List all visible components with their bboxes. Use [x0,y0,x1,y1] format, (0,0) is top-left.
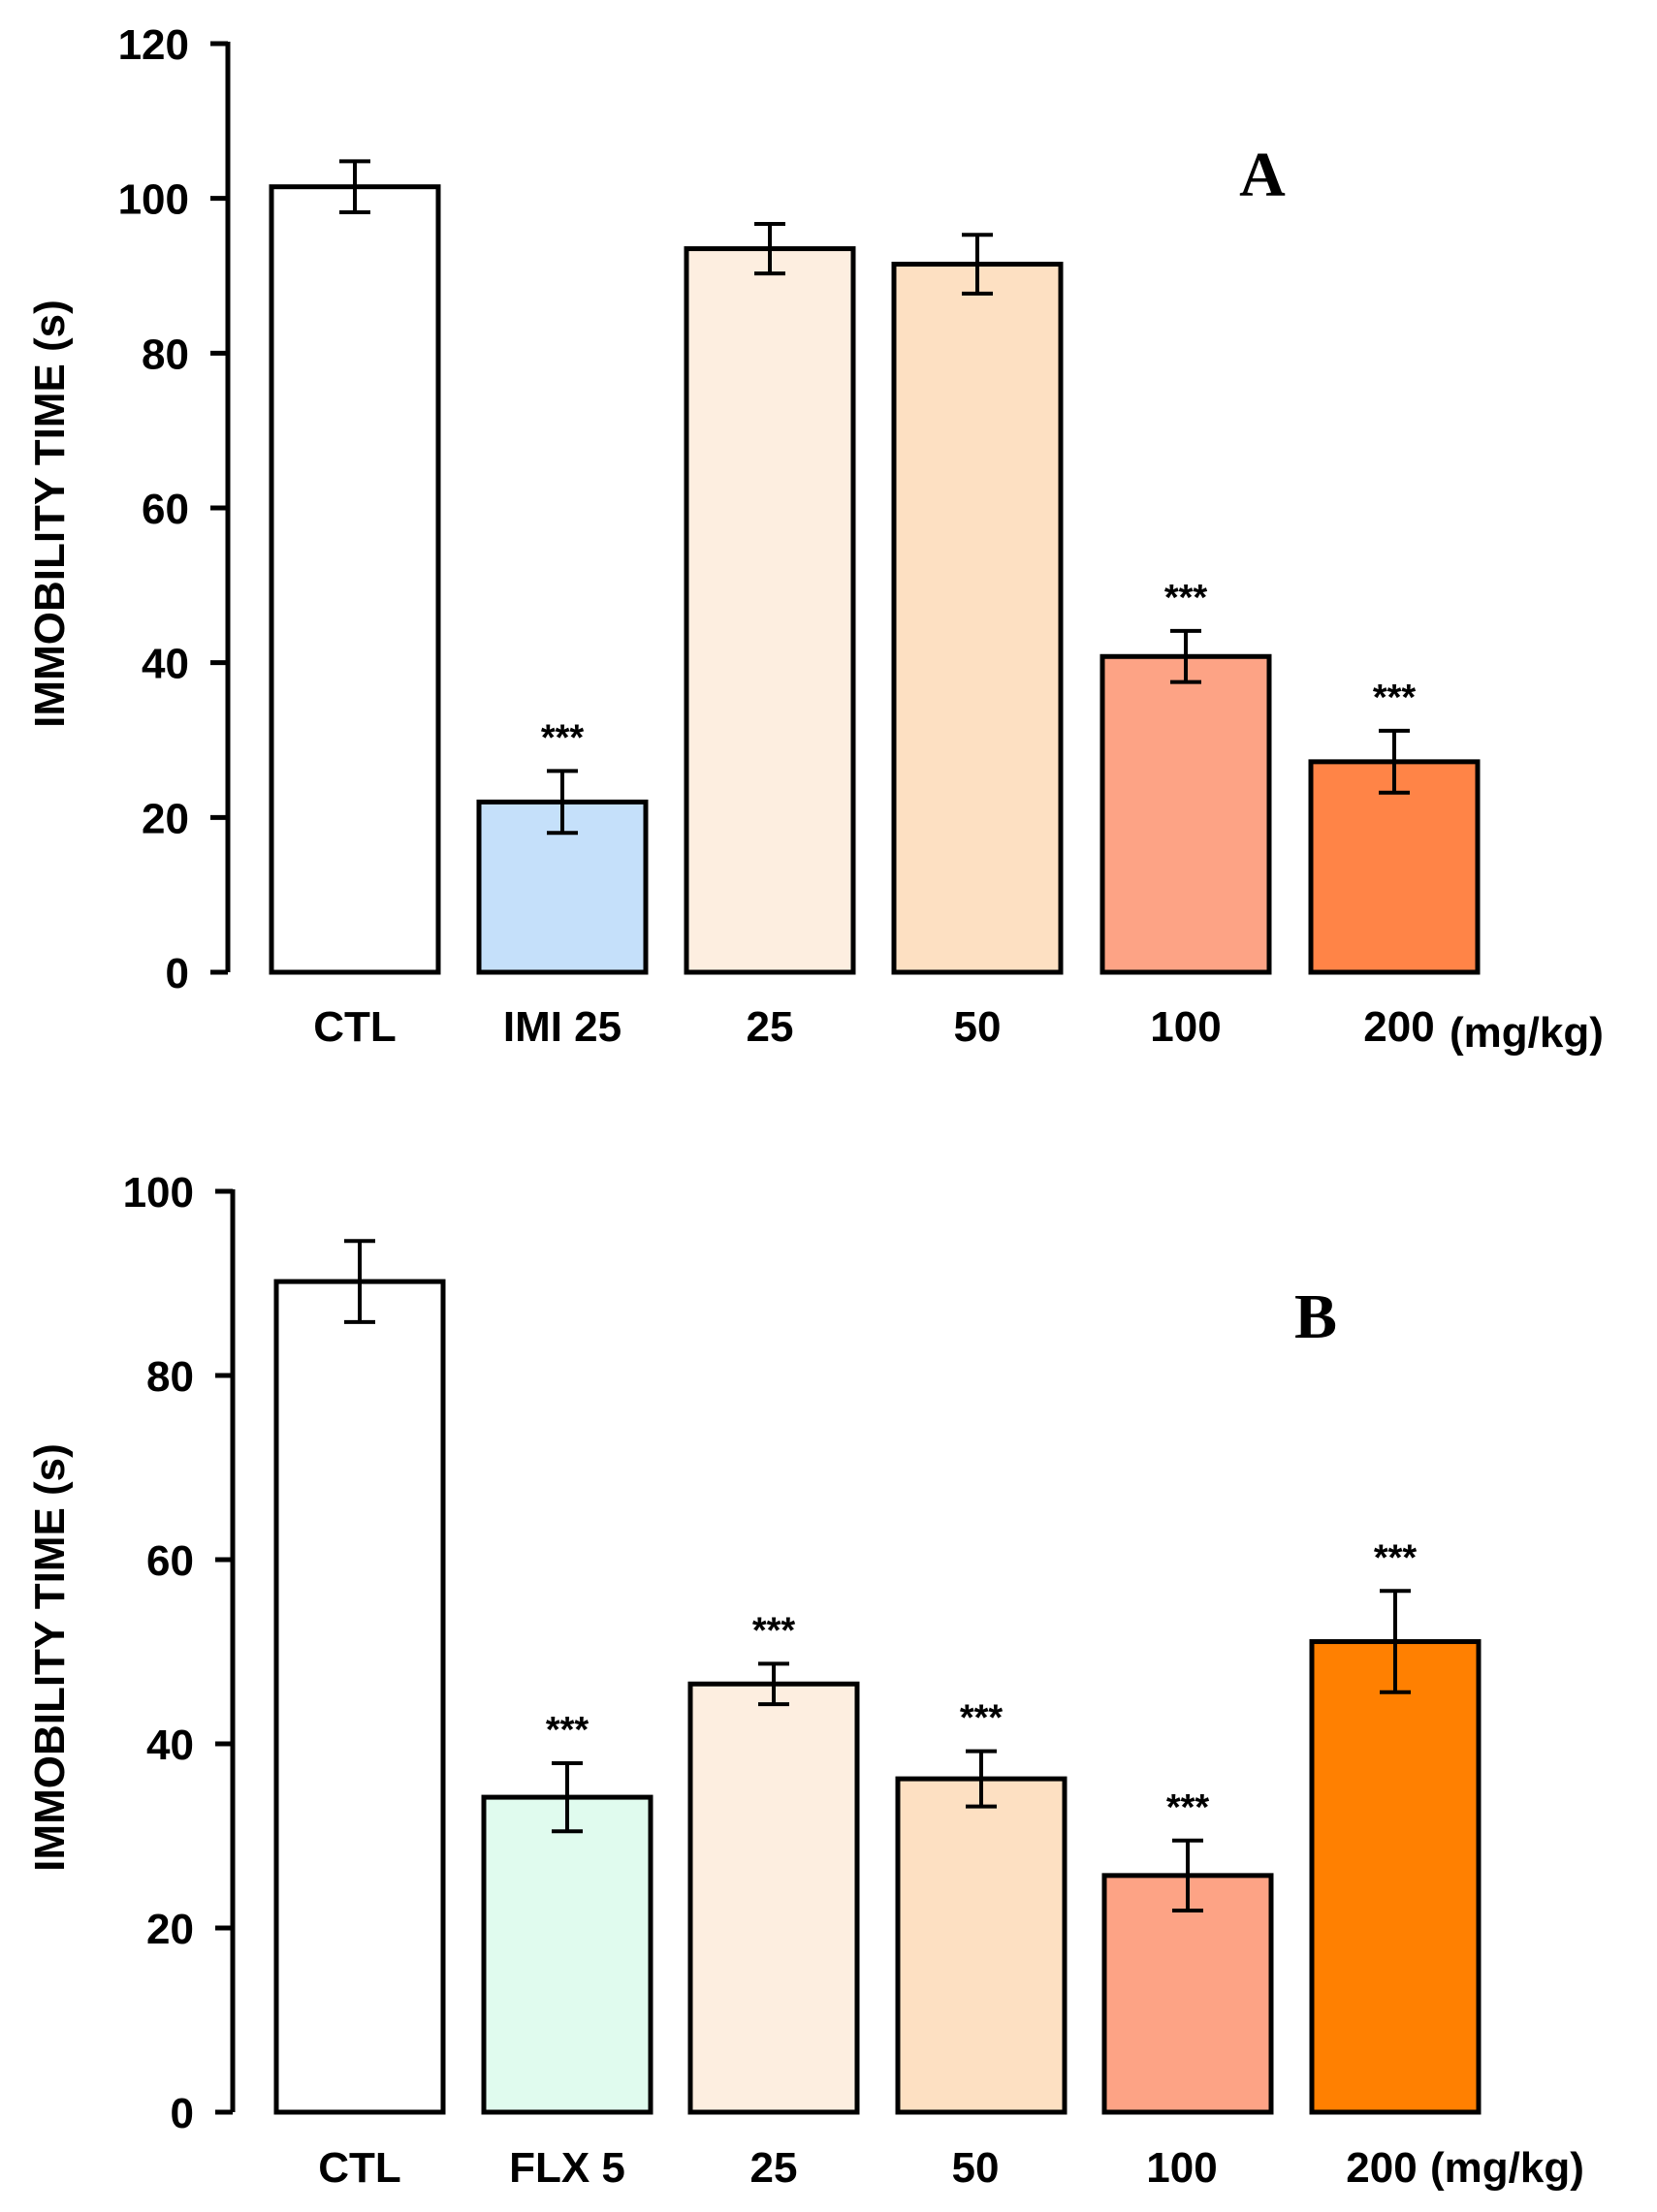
x-category-label: 25 [747,1003,794,1051]
y-tick-label: 100 [123,1169,194,1217]
y-tick-label: 100 [118,176,189,224]
x-category-label: 25 [750,2144,798,2192]
unit-label: (mg/kg) [1450,1009,1604,1057]
bar [481,1794,653,2115]
panel-label: A [1239,140,1286,210]
y-tick-label: 0 [166,950,189,997]
y-tick-label: 120 [118,21,189,69]
x-category-label: 200 [1346,2144,1417,2192]
bar [891,262,1064,975]
bar [269,184,441,975]
x-category-label: 200 [1363,1003,1434,1051]
significance-marker: *** [752,1610,796,1651]
significance-marker: *** [1164,578,1208,618]
chart-b: IMMOBILITY TIME (s) B 0 20 40 60 80 100 *** ***… [26,1169,1584,2192]
y-axis-label: IMMOBILITY TIME (s) [26,300,74,728]
significance-marker: *** [541,717,585,758]
y-tick-label: 0 [171,2090,194,2137]
x-category-label: 50 [952,2144,1000,2192]
chart-panel-a: IMMOBILITY TIME (s) A 0 20 40 60 80 100 120 ***… [0,0,1657,1066]
bar [1308,759,1481,975]
y-tick-label: 20 [142,795,189,842]
significance-marker: *** [1373,678,1417,718]
bar [1099,653,1272,975]
x-category-label: FLX 5 [509,2144,625,2192]
unit-label: (mg/kg) [1430,2144,1584,2192]
x-category-label: 100 [1150,1003,1221,1051]
bar [273,1279,446,2115]
y-tick-label: 80 [146,1353,194,1401]
bar [684,246,856,975]
x-category-label: CTL [313,1003,397,1051]
y-tick-label: 40 [142,641,189,688]
y-tick-label: 20 [146,1906,194,1953]
bar [1309,1639,1482,2115]
x-category-label: 50 [954,1003,1002,1051]
chart-a: IMMOBILITY TIME (s) A 0 20 40 60 80 100 120 ***… [26,21,1604,1057]
chart-panel-b: IMMOBILITY TIME (s) B 0 20 40 60 80 100 *** ***… [0,1134,1657,2212]
significance-marker: *** [1374,1537,1418,1578]
x-category-label: CTL [318,2144,401,2192]
x-category-label: 100 [1146,2144,1217,2192]
y-tick-label: 60 [142,486,189,533]
significance-marker: *** [1166,1787,1210,1828]
bar [895,1776,1067,2115]
significance-marker: *** [546,1710,590,1751]
y-tick-label: 40 [146,1722,194,1769]
y-tick-label: 80 [142,331,189,378]
y-axis-label: IMMOBILITY TIME (s) [26,1443,74,1872]
panel-label: B [1294,1281,1337,1352]
bar [687,1681,860,2115]
y-tick-label: 60 [146,1537,194,1585]
x-category-label: IMI 25 [503,1003,621,1051]
significance-marker: *** [960,1698,1004,1739]
